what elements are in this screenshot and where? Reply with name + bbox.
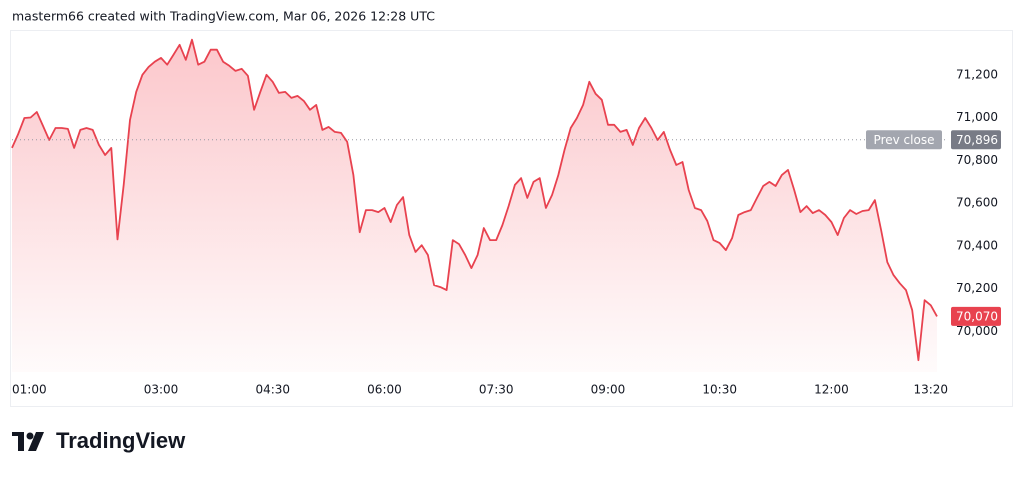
x-tick-label: 01:00	[12, 383, 47, 397]
chart-frame	[10, 30, 1013, 407]
header: masterm66 created with TradingView.com, …	[12, 9, 435, 24]
prev-close-value-tag	[951, 130, 1001, 150]
area-fill	[12, 39, 937, 372]
price-line	[11, 38, 938, 362]
x-tick-label: 12:00	[814, 383, 849, 397]
last-price-tag	[951, 306, 1001, 326]
brand: TradingView	[56, 428, 186, 453]
prev-close-label: Prev close	[874, 133, 935, 147]
prev-close-tag	[866, 130, 942, 150]
y-tick-label: 70,400	[956, 238, 998, 252]
y-tick-label: 70,600	[956, 196, 998, 210]
x-tick-label: 03:00	[144, 383, 179, 397]
y-tick-label: 70,200	[956, 281, 998, 295]
y-tick-label: 70,800	[956, 153, 998, 167]
y-tick-label: 71,200	[956, 67, 998, 81]
x-tick-label: 06:00	[367, 383, 402, 397]
x-tick-label: 07:30	[479, 383, 514, 397]
x-tick-label: 10:30	[702, 383, 737, 397]
x-tick-label: 04:30	[255, 383, 290, 397]
last-price-label: 70,070	[956, 309, 998, 323]
y-tick-label: 71,000	[956, 110, 998, 124]
x-tick-label: 13:20	[913, 383, 948, 397]
prev-close-value: 70,896	[956, 133, 998, 147]
logo	[12, 432, 44, 451]
x-tick-label: 09:00	[591, 383, 626, 397]
y-tick-label: 70,000	[956, 324, 998, 338]
